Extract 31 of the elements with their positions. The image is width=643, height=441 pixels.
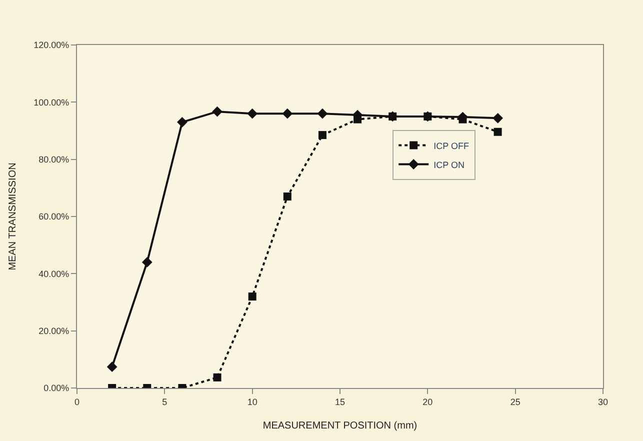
y-tick-label: 60.00% xyxy=(38,212,70,222)
x-tick-label: 5 xyxy=(162,396,168,407)
point xyxy=(177,116,188,128)
y-axis-title: MEAN TRANSMISSION xyxy=(8,162,19,270)
y-tick-label: 0.00% xyxy=(44,383,70,394)
legend-label: ICP OFF xyxy=(434,140,470,151)
point xyxy=(248,292,256,301)
y-tick-label: 80.00% xyxy=(38,154,70,164)
x-tick-label: 0 xyxy=(74,396,80,407)
legend-label: ICP ON xyxy=(434,160,464,170)
point xyxy=(282,108,293,119)
x-tick-label: 30 xyxy=(598,396,608,407)
point xyxy=(142,257,152,268)
point xyxy=(247,108,258,119)
x-tick-label: 25 xyxy=(510,396,520,407)
point xyxy=(283,192,292,200)
x-tick-label: 10 xyxy=(247,396,258,407)
point xyxy=(212,106,222,117)
point xyxy=(494,128,502,136)
y-tick-label: 100.00% xyxy=(34,97,70,108)
y-tick-label: 120.00% xyxy=(34,40,70,50)
y-tick-label: 40.00% xyxy=(38,268,70,279)
x-tick-label: 20 xyxy=(422,396,433,407)
point xyxy=(492,112,503,124)
y-tick-label: 20.00% xyxy=(38,326,70,336)
point xyxy=(317,108,328,119)
x-tick-label: 15 xyxy=(334,396,346,407)
point xyxy=(213,373,222,382)
point xyxy=(318,131,326,140)
point xyxy=(106,362,118,372)
x-axis-title: MEASUREMENT POSITION (mm) xyxy=(262,420,418,432)
